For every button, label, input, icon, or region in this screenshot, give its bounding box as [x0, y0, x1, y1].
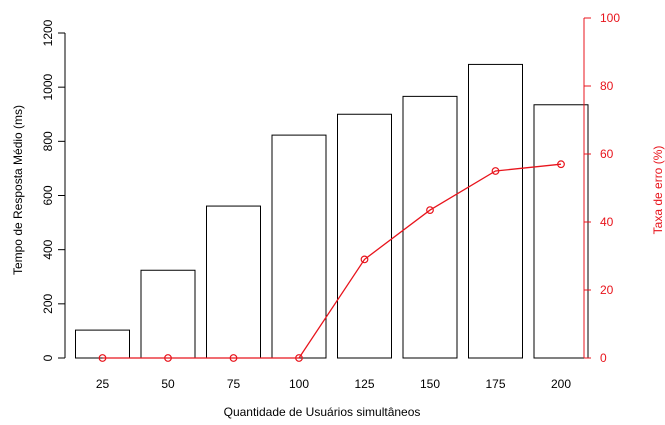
bar-150	[402, 95, 458, 359]
error-rate-point-175	[491, 167, 500, 175]
left-tick-label-600: 600	[41, 185, 55, 205]
x-axis-title: Quantidade de Usuários simultâneos	[224, 405, 421, 419]
bar-200	[533, 104, 589, 359]
x-tick-label-25: 25	[96, 377, 110, 391]
error-rate-point-200	[557, 160, 565, 169]
error-rate-line	[102, 163, 562, 359]
left-tick-label-800: 800	[41, 131, 55, 151]
left-y-axis: 0 200 400 600 800 1000 1200	[41, 19, 66, 361]
bar-100	[271, 134, 327, 359]
error-rate-point-50	[164, 354, 172, 362]
left-tick-label-0: 0	[41, 354, 55, 361]
right-tick-label-0: 0	[600, 351, 607, 365]
left-tick-label-200: 200	[41, 294, 55, 314]
error-rate-layer	[98, 160, 565, 362]
x-tick-label-200: 200	[551, 377, 571, 391]
right-y-axis: 0 20 40 60 80 100	[583, 11, 620, 365]
left-tick-label-1000: 1000	[41, 73, 55, 100]
right-tick-label-60: 60	[600, 147, 614, 161]
right-y-axis-title: Taxa de erro (%)	[651, 146, 665, 235]
bar-175	[468, 63, 523, 359]
left-y-axis-title: Tempo de Resposta Médio (ms)	[11, 105, 25, 275]
left-tick-label-400: 400	[41, 239, 55, 259]
right-tick-label-20: 20	[600, 283, 614, 297]
bar-125	[337, 113, 392, 359]
bar-50	[140, 269, 196, 359]
right-tick-label-100: 100	[600, 11, 620, 25]
error-rate-point-100	[295, 354, 303, 362]
x-tick-label-125: 125	[354, 377, 374, 391]
x-tick-label-75: 75	[227, 377, 241, 391]
left-tick-label-1200: 1200	[41, 19, 55, 46]
x-tick-label-50: 50	[161, 377, 175, 391]
bars-layer	[75, 63, 589, 359]
error-rate-point-75	[229, 354, 238, 362]
x-tick-label-100: 100	[289, 377, 309, 391]
error-rate-point-25	[98, 354, 107, 362]
bar-25	[75, 329, 130, 359]
error-rate-point-150	[426, 206, 434, 215]
x-axis-labels: 25 50 75 100 125 150 175 200	[96, 377, 572, 391]
right-tick-label-80: 80	[600, 79, 614, 93]
x-tick-label-150: 150	[420, 377, 440, 391]
x-tick-label-175: 175	[485, 377, 505, 391]
error-rate-point-125	[360, 255, 369, 264]
right-tick-label-40: 40	[600, 215, 614, 229]
bar-75	[206, 205, 261, 359]
